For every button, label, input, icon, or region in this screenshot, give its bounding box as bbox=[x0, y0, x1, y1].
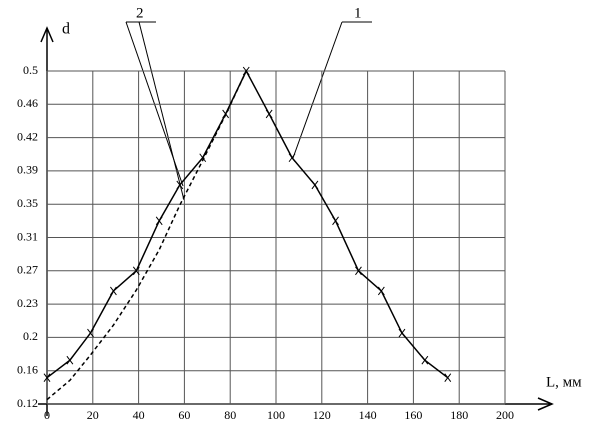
curve-label: 2 bbox=[136, 5, 144, 21]
y-axis-label: d bbox=[62, 21, 70, 38]
point-marker bbox=[155, 216, 163, 226]
point-marker bbox=[311, 180, 319, 190]
y-tick-label: 0.12 bbox=[17, 396, 38, 410]
x-tick-label: 100 bbox=[267, 408, 285, 422]
point-marker bbox=[110, 286, 117, 296]
y-tick-label: 0.46 bbox=[17, 96, 38, 110]
x-tick-label: 180 bbox=[450, 408, 468, 422]
x-axis-label: L, мм bbox=[546, 374, 582, 390]
y-tick-label: 0.39 bbox=[17, 163, 38, 177]
point-marker bbox=[199, 153, 207, 163]
point-marker bbox=[43, 373, 51, 383]
y-tick-label: 0.23 bbox=[17, 296, 38, 310]
point-marker bbox=[87, 328, 94, 338]
leader bbox=[292, 21, 343, 159]
x-tick-label: 200 bbox=[496, 408, 514, 422]
data-line bbox=[46, 69, 449, 379]
y-arrow bbox=[40, 26, 54, 43]
leader bbox=[138, 21, 185, 201]
y-tick-label: 0.35 bbox=[17, 196, 38, 210]
point-marker bbox=[377, 286, 385, 296]
y-tick-label: 0.31 bbox=[17, 229, 38, 243]
point-marker bbox=[132, 266, 140, 276]
point-marker bbox=[288, 153, 296, 163]
curve-label: 1 bbox=[354, 5, 362, 21]
point-marker bbox=[176, 180, 184, 190]
y-tick-label: 0.42 bbox=[17, 129, 38, 143]
x-tick-label: 160 bbox=[404, 408, 422, 422]
x-tick-label: 60 bbox=[178, 408, 190, 422]
x-tick-label: 20 bbox=[87, 408, 99, 422]
y-tick-label: 0.27 bbox=[17, 263, 38, 277]
x-tick-label: 80 bbox=[224, 408, 236, 422]
point-marker bbox=[265, 109, 273, 119]
point-marker bbox=[66, 355, 74, 365]
x-tick-label: 40 bbox=[133, 408, 145, 422]
x-tick-label: 120 bbox=[313, 408, 331, 422]
y-tick-label: 0.16 bbox=[17, 362, 38, 376]
y-tick-label: 0.2 bbox=[23, 329, 38, 343]
y-tick-label: 0.5 bbox=[23, 63, 38, 77]
point-marker bbox=[398, 328, 406, 338]
x-arrow bbox=[537, 397, 554, 411]
point-marker bbox=[444, 373, 452, 383]
point-marker bbox=[355, 266, 362, 276]
x-tick-label: 140 bbox=[359, 408, 377, 422]
point-marker bbox=[332, 216, 339, 226]
x-tick-label: 0 bbox=[44, 408, 50, 422]
point-marker bbox=[421, 355, 429, 365]
